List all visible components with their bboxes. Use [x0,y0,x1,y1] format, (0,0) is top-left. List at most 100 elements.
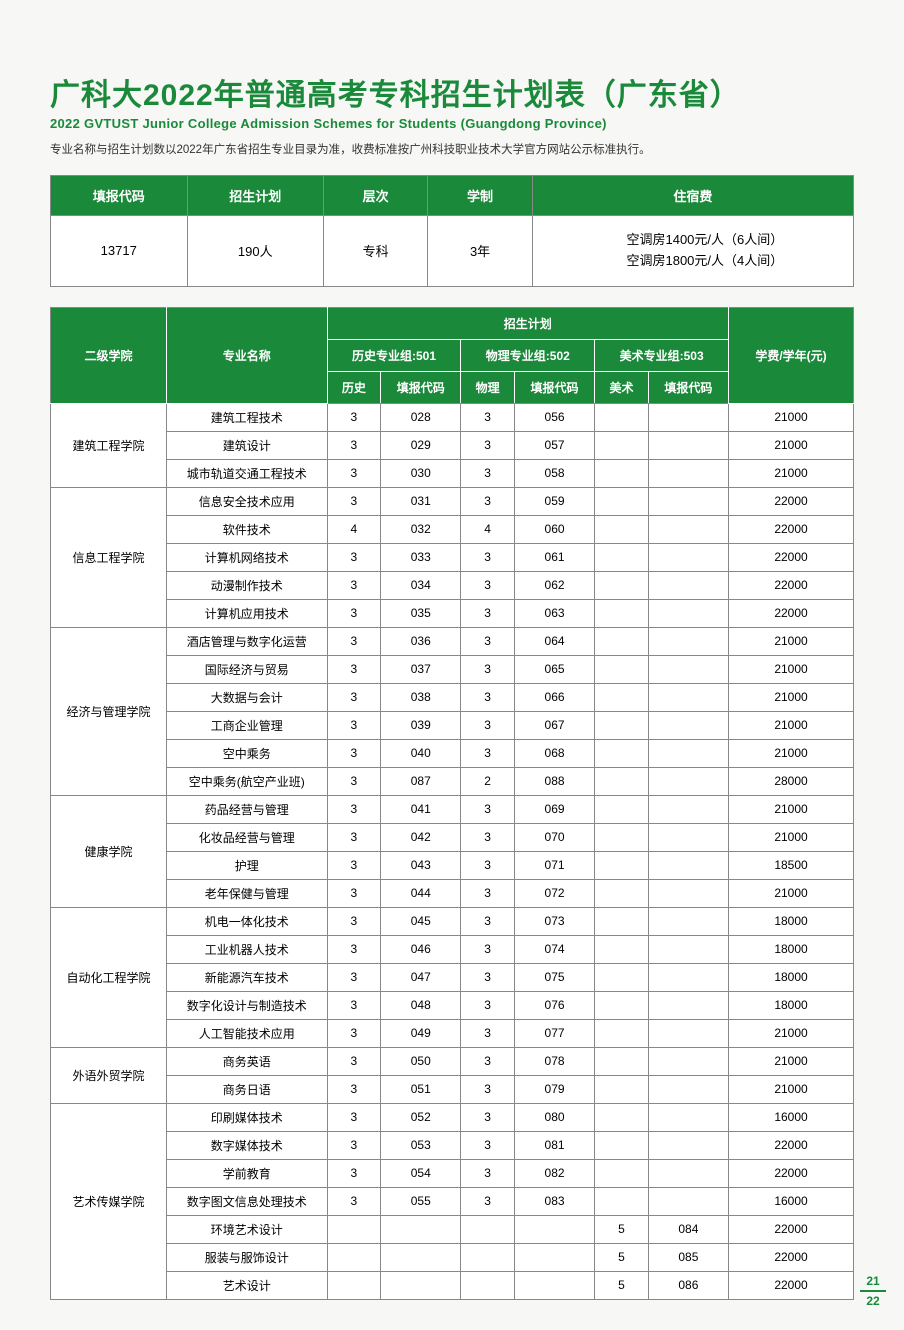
cell-a [595,599,649,627]
cell-c2: 064 [514,627,594,655]
cell-c1: 035 [381,599,461,627]
cell-c3 [648,851,728,879]
cell-c2: 082 [514,1159,594,1187]
cell-c2: 063 [514,599,594,627]
main-tbody: 建筑工程学院建筑工程技术3028305621000建筑设计30293057210… [51,403,854,1299]
cell-c3 [648,795,728,823]
cell-h: 3 [327,487,381,515]
cell-n: 软件技术 [166,515,327,543]
cell-c3 [648,1103,728,1131]
cell-f: 22000 [729,1243,854,1271]
table-row: 服装与服饰设计508522000 [51,1243,854,1271]
cell-c1: 028 [381,403,461,431]
cell-c3 [648,599,728,627]
cell-a [595,1187,649,1215]
cell-h: 3 [327,599,381,627]
cell-c1: 043 [381,851,461,879]
cell-c2 [514,1243,594,1271]
cell-f: 22000 [729,1131,854,1159]
cell-f: 21000 [729,711,854,739]
table-row: 健康学院药品经营与管理3041306921000 [51,795,854,823]
college-cell: 经济与管理学院 [51,627,167,795]
cell-h: 3 [327,1159,381,1187]
cell-h: 4 [327,515,381,543]
cell-n: 印刷媒体技术 [166,1103,327,1131]
cell-c3 [648,907,728,935]
cell-c3 [648,543,728,571]
cell-c3 [648,431,728,459]
h-college: 二级学院 [51,307,167,403]
cell-f: 21000 [729,795,854,823]
cell-p: 3 [461,571,515,599]
cell-c1: 047 [381,963,461,991]
cell-a [595,655,649,683]
table-row: 化妆品经营与管理3042307021000 [51,823,854,851]
cell-p: 3 [461,627,515,655]
cell-p: 3 [461,1103,515,1131]
cell-f: 21000 [729,431,854,459]
cell-n: 建筑工程技术 [166,403,327,431]
cell-c1: 045 [381,907,461,935]
accom-line-1: 空调房1400元/人（6人间） [563,230,847,251]
table-row: 人工智能技术应用3049307721000 [51,1019,854,1047]
table-row: 外语外贸学院商务英语3050307821000 [51,1047,854,1075]
cell-c3 [648,823,728,851]
cell-p: 3 [461,1019,515,1047]
cell-c1 [381,1271,461,1299]
cell-c3 [648,487,728,515]
cell-a [595,851,649,879]
cell-h: 3 [327,1131,381,1159]
cell-p [461,1215,515,1243]
cell-f: 28000 [729,767,854,795]
cell-f: 21000 [729,403,854,431]
cell-c1: 046 [381,935,461,963]
cell-n: 新能源汽车技术 [166,963,327,991]
cell-a [595,487,649,515]
cell-n: 工商企业管理 [166,711,327,739]
cell-n: 数字媒体技术 [166,1131,327,1159]
cell-c2: 065 [514,655,594,683]
cell-f: 22000 [729,487,854,515]
cell-f: 16000 [729,1187,854,1215]
cell-a [595,403,649,431]
cell-p: 3 [461,711,515,739]
college-cell: 外语外贸学院 [51,1047,167,1103]
cell-a [595,459,649,487]
sum-years: 3年 [428,216,532,287]
table-row: 新能源汽车技术3047307518000 [51,963,854,991]
college-cell: 自动化工程学院 [51,907,167,1047]
cell-c1: 030 [381,459,461,487]
table-row: 计算机应用技术3035306322000 [51,599,854,627]
page-numbers: 21 22 [860,1274,886,1308]
h-art: 美术 [595,371,649,403]
cell-c2: 075 [514,963,594,991]
cell-n: 空中乘务(航空产业班) [166,767,327,795]
cell-c1: 052 [381,1103,461,1131]
cell-c2: 057 [514,431,594,459]
sum-h-years: 学制 [428,176,532,216]
cell-a [595,1103,649,1131]
cell-p: 3 [461,543,515,571]
table-row: 大数据与会计3038306621000 [51,683,854,711]
cell-h: 3 [327,1047,381,1075]
cell-c2: 074 [514,935,594,963]
cell-c2: 088 [514,767,594,795]
cell-n: 动漫制作技术 [166,571,327,599]
cell-c3 [648,991,728,1019]
table-row: 软件技术4032406022000 [51,515,854,543]
cell-f: 22000 [729,1159,854,1187]
cell-n: 商务日语 [166,1075,327,1103]
cell-p: 3 [461,1131,515,1159]
cell-h [327,1271,381,1299]
cell-h: 3 [327,1103,381,1131]
cell-c1: 038 [381,683,461,711]
cell-a [595,683,649,711]
cell-a [595,795,649,823]
cell-p: 3 [461,963,515,991]
cell-p: 3 [461,683,515,711]
table-row: 商务日语3051307921000 [51,1075,854,1103]
cell-c1: 054 [381,1159,461,1187]
cell-a [595,1159,649,1187]
cell-c1: 049 [381,1019,461,1047]
sum-h-level: 层次 [324,176,428,216]
